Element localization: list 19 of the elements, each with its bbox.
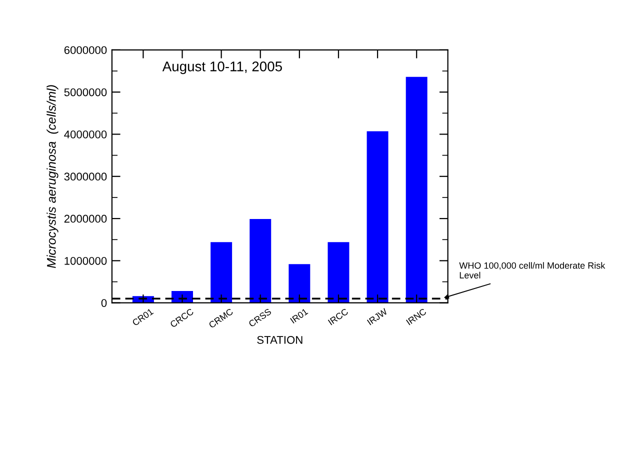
x-axis-title: STATION <box>257 336 302 344</box>
y-tick-label: 2000000 <box>64 214 107 223</box>
bar <box>366 131 388 303</box>
bar <box>328 242 350 303</box>
y-tick-label: 0 <box>101 299 107 307</box>
y-tick-label: 3000000 <box>64 172 107 181</box>
y-tick-label: 6000000 <box>64 46 107 54</box>
bar <box>210 242 232 303</box>
y-tick-label: 1000000 <box>64 256 107 265</box>
bar <box>250 218 272 303</box>
bar <box>172 291 194 303</box>
x-tick-label: IR01 <box>290 308 308 324</box>
bar <box>288 264 310 303</box>
y-tick-label: 4000000 <box>64 130 107 138</box>
y-tick-label: 5000000 <box>64 88 107 96</box>
bar <box>406 76 428 303</box>
ref-line-label: WHO 100,000 cell/ml Moderate Risk Level <box>459 262 606 278</box>
annotation: August 10-11, 2005 <box>162 62 282 74</box>
y-axis-title: Microcystis aeruginosa (cells/ml) <box>46 85 58 268</box>
